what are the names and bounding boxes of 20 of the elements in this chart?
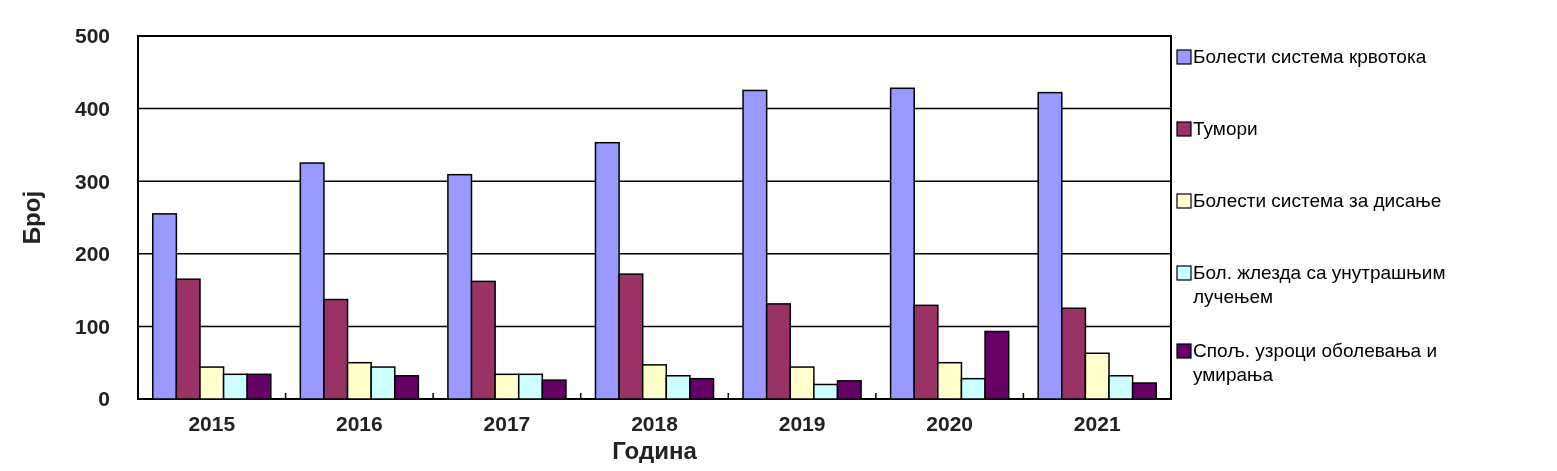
y-tick-label: 500: [74, 24, 110, 48]
y-tick-label: 200: [74, 242, 110, 266]
y-tick-label: 0: [98, 387, 110, 411]
y-axis-title: Број: [18, 190, 45, 245]
x-tick-label: 2016: [336, 412, 383, 435]
y-tick-label: 100: [74, 314, 110, 338]
legend-label: Болести система крвотока: [1193, 46, 1427, 67]
x-tick-label: 2015: [188, 412, 236, 435]
x-axis-title: Година: [612, 437, 698, 464]
x-tick-label: 2021: [1073, 412, 1121, 435]
y-tick-label: 300: [74, 169, 110, 193]
legend-label: Бол. жлезда са унутрашњим лучењем: [1193, 262, 1446, 307]
x-tick-label: 2017: [483, 412, 531, 435]
x-tick-label: 2019: [778, 412, 826, 435]
x-tick-label: 2020: [926, 412, 973, 435]
legend-label: Болести система за дисање: [1193, 190, 1442, 211]
legend-label: Спољ. узроци оболевања и умирања: [1193, 340, 1438, 385]
x-tick-label: 2018: [631, 412, 679, 435]
legend-label: Тумори: [1193, 118, 1258, 139]
y-tick-label: 400: [74, 96, 110, 120]
